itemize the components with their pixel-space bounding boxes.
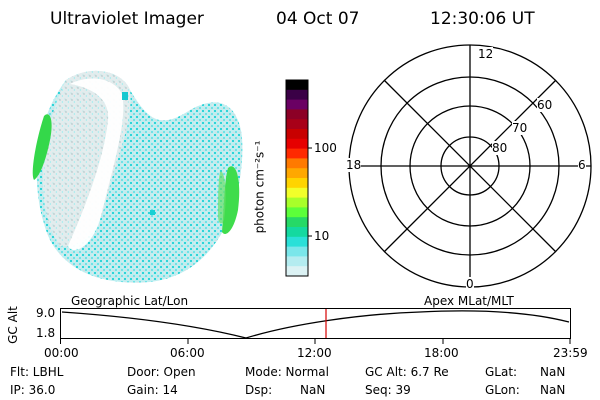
colorbar-swatch xyxy=(286,80,308,91)
colorbar-swatch xyxy=(286,266,308,277)
auroral-image xyxy=(32,70,243,283)
geographic-caption: Geographic Lat/Lon xyxy=(71,294,189,308)
dsp-label: Dsp: xyxy=(245,383,273,397)
colorbar-swatch xyxy=(286,246,308,257)
glat-value: NaN xyxy=(540,365,566,379)
lat-label-70: 70 xyxy=(512,121,528,135)
timeline-x-tick-0000: 00:00 xyxy=(44,346,79,360)
colorbar-swatch xyxy=(286,236,308,248)
colorbar-swatch xyxy=(286,89,308,101)
glon-label: GLon: xyxy=(485,383,520,397)
ip-status: IP: 36.0 xyxy=(10,383,56,397)
filter-status: Flt: LBHL xyxy=(10,365,64,379)
mlt-label-12: 12 xyxy=(478,47,494,61)
timeline-x-tick-1800: 18:00 xyxy=(424,346,459,360)
colorbar-swatch xyxy=(286,158,308,169)
mlt-label-0: 0 xyxy=(466,277,474,291)
colorbar-swatch xyxy=(286,168,308,179)
colorbar xyxy=(285,79,312,277)
colorbar-swatch xyxy=(286,148,308,159)
instrument-title: Ultraviolet Imager xyxy=(50,9,204,29)
mlt-label-6: 6 xyxy=(578,158,586,172)
timeline-x-tick-0600: 06:00 xyxy=(170,346,205,360)
lat-label-60: 60 xyxy=(537,98,553,112)
colorbar-swatch xyxy=(286,197,308,208)
mlt-label-18: 18 xyxy=(346,158,362,172)
colorbar-tick-10: 10 xyxy=(314,229,330,243)
colorbar-swatch xyxy=(286,99,308,110)
colorbar-swatch xyxy=(286,178,308,189)
colorbar-swatch xyxy=(286,109,308,120)
lat-label-80: 80 xyxy=(492,141,508,155)
glat-label: GLat: xyxy=(485,365,518,379)
time-label: 12:30:06 UT xyxy=(430,9,535,29)
colorbar-tick-100: 100 xyxy=(314,141,337,155)
gc-alt-status: GC Alt: 6.7 Re xyxy=(365,365,449,379)
glon-value: NaN xyxy=(540,383,566,397)
timeline-y-axis-label: GC Alt xyxy=(5,306,20,344)
timeline-x-tick-2359: 23:59 xyxy=(553,346,588,360)
seq-status: Seq: 39 xyxy=(365,383,411,397)
timeline-y-tick-max: 9.0 xyxy=(36,306,56,320)
mode-status: Mode: Normal xyxy=(245,365,329,379)
door-status: Door: Open xyxy=(127,365,196,379)
colorbar-swatch xyxy=(286,129,308,140)
apex-caption: Apex MLat/MLT xyxy=(424,294,514,308)
colorbar-swatch xyxy=(286,187,308,199)
timeline-y-tick-min: 1.8 xyxy=(36,326,56,340)
colorbar-swatch xyxy=(286,217,308,228)
timeline-x-tick-1200: 12:00 xyxy=(297,346,332,360)
gain-status: Gain: 14 xyxy=(127,383,178,397)
colorbar-unit-label: photon cm⁻²s⁻¹ xyxy=(252,140,267,234)
date-label: 04 Oct 07 xyxy=(276,9,360,29)
dsp-value: NaN xyxy=(300,383,326,397)
colorbar-swatch xyxy=(286,207,308,218)
colorbar-swatch xyxy=(286,138,308,150)
polar-grid-plot xyxy=(348,44,592,288)
colorbar-swatch xyxy=(286,256,308,267)
colorbar-swatch xyxy=(286,119,308,130)
colorbar-swatch xyxy=(286,227,308,238)
timeline-plot xyxy=(60,308,571,344)
